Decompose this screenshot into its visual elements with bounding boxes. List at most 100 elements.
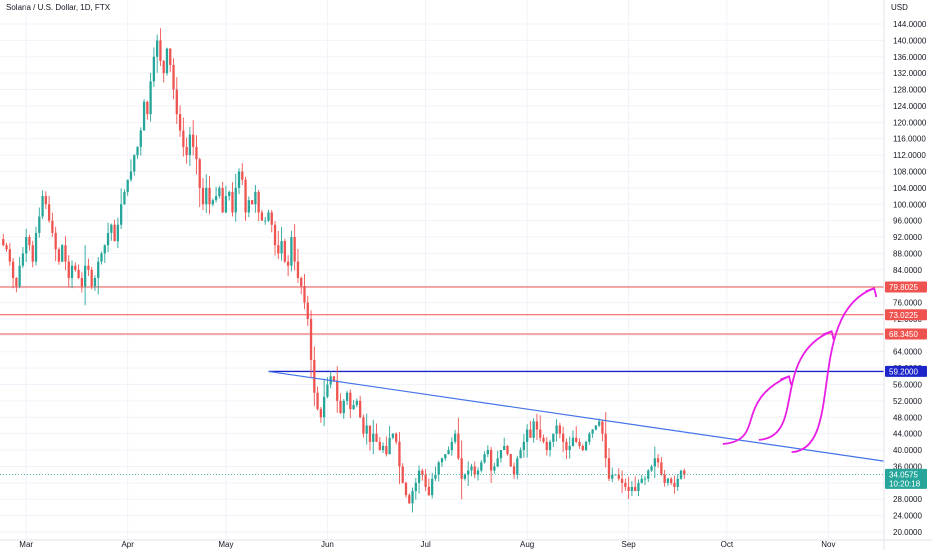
candle-body (545, 441, 548, 451)
candle-body (126, 179, 129, 192)
candle-body (264, 220, 267, 222)
price-tick-label: 100.0000 (893, 200, 927, 209)
candle-body (201, 187, 205, 205)
candle-body (440, 458, 444, 463)
candle-body (300, 278, 303, 287)
candle-body (195, 146, 198, 160)
candle-body (188, 134, 192, 156)
candle-body (535, 421, 539, 430)
candle-body (185, 146, 188, 156)
candle-body (205, 187, 208, 205)
candle-body (80, 278, 83, 287)
candle-body (666, 478, 670, 483)
candle-body (417, 470, 421, 483)
candle-body (116, 224, 120, 242)
time-tick-label: Jun (321, 540, 334, 549)
candle-body (457, 433, 460, 459)
candle-body (643, 478, 647, 480)
candle-body (467, 470, 470, 475)
price-tick-label: 24.0000 (893, 512, 922, 521)
candle-body (228, 191, 231, 197)
price-tick-label: 128.0000 (893, 86, 927, 95)
candle-body (656, 458, 660, 463)
candle-body (11, 261, 15, 278)
level-badge-label: 59.2000 (889, 367, 918, 376)
candle-body (306, 302, 309, 319)
candle-body (460, 458, 463, 479)
price-axis[interactable]: USD 144.0000 140.0000 136.0000 132.0000 128.0… (883, 0, 927, 550)
candle-body (444, 454, 447, 459)
candle-body (512, 466, 516, 475)
price-tick-label: 20.0000 (893, 528, 922, 537)
level-badge (885, 328, 927, 340)
candle-body (362, 417, 365, 434)
candle-body (476, 470, 480, 475)
price-tick-label: 48.0000 (893, 413, 922, 422)
time-axis[interactable]: Mar Apr May Jun Jul Aug Sep Oct Nov (0, 539, 932, 549)
candle-body (162, 60, 165, 74)
candle-body (385, 445, 388, 455)
candle-body (447, 450, 450, 455)
candle-body (630, 486, 634, 492)
candle-body (51, 220, 54, 233)
candle-body (41, 196, 44, 217)
candle-body (74, 265, 77, 270)
candle-body (221, 187, 224, 213)
candle-body (113, 224, 116, 242)
level-badge-label: 79.8025 (889, 283, 918, 292)
time-tick-label: Mar (19, 540, 33, 549)
time-tick-label: Oct (721, 540, 734, 549)
candle-body (627, 486, 630, 492)
candle-body (421, 470, 424, 475)
candle-body (355, 400, 359, 405)
candle-body (604, 433, 607, 459)
candle-body (359, 400, 362, 418)
candle-body (499, 450, 503, 459)
candle-body (146, 101, 149, 115)
candle-body (489, 450, 493, 471)
candle-body (169, 48, 172, 65)
grid (0, 0, 884, 540)
candle-body (519, 450, 522, 459)
candle-body (516, 458, 519, 475)
candle-body (683, 470, 686, 475)
arrow-head-3 (865, 287, 878, 298)
candle-body (336, 380, 339, 401)
candle-body (47, 204, 51, 221)
candle-body (594, 425, 598, 430)
candle-body (5, 245, 8, 250)
candle-body (70, 265, 74, 278)
candle-body (208, 187, 211, 205)
candle-body (54, 232, 57, 250)
candle-body (552, 433, 555, 442)
candle-body (673, 482, 676, 487)
candle-body (365, 425, 368, 434)
candle-body (408, 495, 411, 504)
candle-body (241, 171, 244, 180)
candle-body (211, 200, 214, 205)
candle-body (581, 445, 584, 451)
candle-body (83, 265, 87, 287)
price-tick-label: 104.0000 (893, 184, 927, 193)
price-tick-label: 92.0000 (893, 233, 922, 242)
candle-body (624, 482, 627, 487)
price-tick-label: 44.0000 (893, 430, 922, 439)
candle-body (352, 405, 355, 410)
candle-body (38, 216, 41, 233)
candle-body (424, 474, 427, 487)
candle-body (404, 482, 408, 496)
candle-body (67, 261, 70, 278)
candle-body (175, 89, 178, 115)
price-tick-label: 64.0000 (893, 348, 922, 357)
candle-body (15, 278, 18, 287)
candle-body (637, 482, 640, 492)
price-tick-label: 108.0000 (893, 167, 927, 176)
candle-body (450, 441, 453, 451)
candle-body (34, 232, 38, 262)
candle-body (345, 392, 349, 401)
level-badge-label: 73.0225 (889, 311, 918, 320)
price-tick-label: 40.0000 (893, 446, 922, 455)
candle-body (480, 462, 483, 471)
candle-body (650, 466, 653, 471)
